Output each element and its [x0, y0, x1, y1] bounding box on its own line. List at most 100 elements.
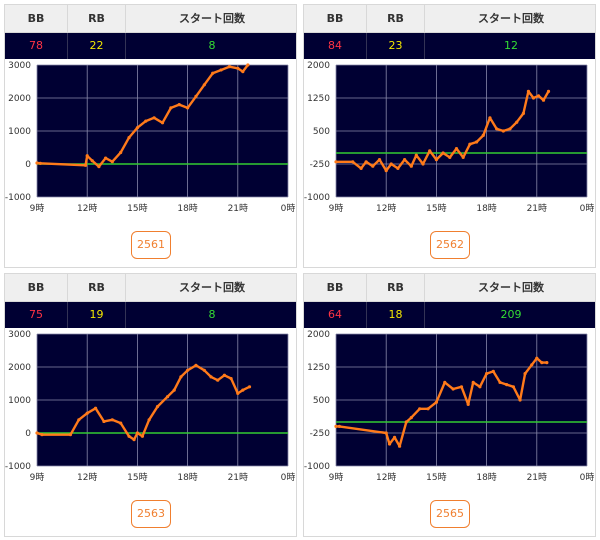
data-point: [35, 431, 39, 435]
y-tick-label: -1000: [5, 462, 31, 472]
data-point: [172, 388, 176, 392]
data-point: [541, 98, 546, 102]
y-tick-label: 0: [25, 429, 31, 439]
data-point: [144, 119, 148, 123]
data-point: [384, 169, 388, 173]
data-point: [110, 160, 114, 164]
data-point: [508, 127, 512, 131]
data-point: [337, 424, 341, 428]
machine-panel-3: BB RB スタート回数 75 19 8 9時 12時 15時 18時 21時 0時 300…: [4, 273, 297, 537]
data-point: [515, 120, 519, 124]
data-point: [38, 161, 42, 165]
data-point: [119, 150, 123, 155]
bb-header: BB: [27, 12, 45, 25]
data-point: [521, 111, 526, 115]
x-tick-label: 0時: [580, 203, 595, 214]
bb-value: 84: [328, 39, 342, 52]
x-tick-label: 18時: [476, 203, 496, 214]
bb-value: 78: [29, 39, 43, 52]
bb-header: BB: [326, 281, 344, 294]
data-point: [454, 147, 459, 151]
table-row: 78 22 8: [5, 33, 296, 59]
y-tick-label: -1000: [304, 193, 330, 203]
y-tick-label: -1000: [304, 462, 330, 472]
data-point: [397, 444, 402, 448]
start-count-header: スタート回数: [125, 5, 298, 33]
data-point: [434, 158, 438, 162]
data-point: [334, 424, 338, 428]
data-point: [179, 375, 183, 379]
data-point: [466, 402, 470, 406]
data-point: [488, 116, 492, 120]
start-count-header: スタート回数: [424, 5, 597, 33]
data-point: [194, 363, 198, 367]
rb-value: 19: [67, 302, 125, 328]
data-point: [85, 154, 89, 158]
data-point: [531, 96, 536, 100]
y-tick-label: 2000: [8, 363, 31, 373]
data-point: [377, 158, 382, 162]
x-tick-label: 9時: [30, 203, 45, 214]
x-tick-label: 21時: [527, 472, 547, 483]
x-tick-label: 9時: [329, 203, 344, 214]
data-point: [135, 431, 139, 435]
data-point: [523, 372, 527, 376]
machine-number-button[interactable]: 2561: [131, 231, 171, 259]
data-point: [364, 160, 368, 164]
data-point: [468, 142, 472, 146]
machine-number-button[interactable]: 2563: [131, 500, 171, 528]
rb-header: RB: [366, 5, 424, 33]
y-tick-label: 1000: [8, 127, 31, 137]
data-point: [409, 416, 413, 420]
data-point: [491, 369, 495, 373]
data-point: [478, 385, 482, 389]
data-point: [35, 161, 39, 165]
slump-chart: 9時 12時 15時 18時 21時 0時 2000 1250 500 -250 -1000: [304, 330, 594, 483]
data-point: [229, 376, 233, 381]
data-point: [495, 127, 499, 131]
y-tick-label: 3000: [8, 330, 31, 340]
machine-number-button[interactable]: 2562: [430, 231, 470, 259]
y-tick-label: 1000: [8, 396, 31, 406]
data-point: [471, 380, 475, 384]
data-point: [160, 121, 165, 125]
rb-header: RB: [366, 274, 424, 302]
x-tick-label: 15時: [426, 472, 446, 483]
data-point: [236, 66, 240, 70]
x-tick-label: 0時: [281, 472, 296, 483]
data-point: [443, 380, 447, 384]
data-point: [403, 158, 407, 162]
data-point: [459, 385, 464, 389]
data-point: [241, 70, 245, 74]
data-point: [409, 164, 413, 168]
machine-number-button[interactable]: 2565: [430, 500, 470, 528]
data-point: [211, 71, 215, 75]
data-point: [359, 166, 363, 170]
series-line: [36, 364, 251, 441]
data-point: [68, 433, 73, 437]
data-point: [40, 433, 44, 437]
y-tick-label: 500: [313, 127, 330, 137]
data-point: [241, 388, 245, 392]
start-count-header: スタート回数: [424, 274, 597, 302]
data-point: [414, 153, 418, 157]
data-point: [110, 418, 114, 422]
table-row: 75 19 8: [5, 302, 296, 328]
rb-value: 23: [366, 33, 424, 59]
x-tick-label: 12時: [77, 472, 97, 483]
data-point: [540, 361, 544, 365]
data-point: [216, 378, 220, 382]
data-point: [227, 65, 232, 69]
data-point: [186, 106, 190, 110]
data-point: [186, 368, 190, 372]
table-row: 84 23 12: [304, 33, 595, 59]
start-count-value: 12: [424, 33, 597, 59]
bb-header: BB: [326, 12, 344, 25]
data-point: [526, 89, 531, 93]
y-tick-label: 2000: [8, 94, 31, 104]
slump-chart: 9時 12時 15時 18時 21時 0時 3000 2000 1000 0 -1000: [5, 61, 295, 214]
y-tick-label: 1250: [307, 94, 330, 104]
data-point: [334, 160, 338, 164]
data-point: [152, 116, 156, 120]
x-tick-label: 12時: [376, 203, 396, 214]
